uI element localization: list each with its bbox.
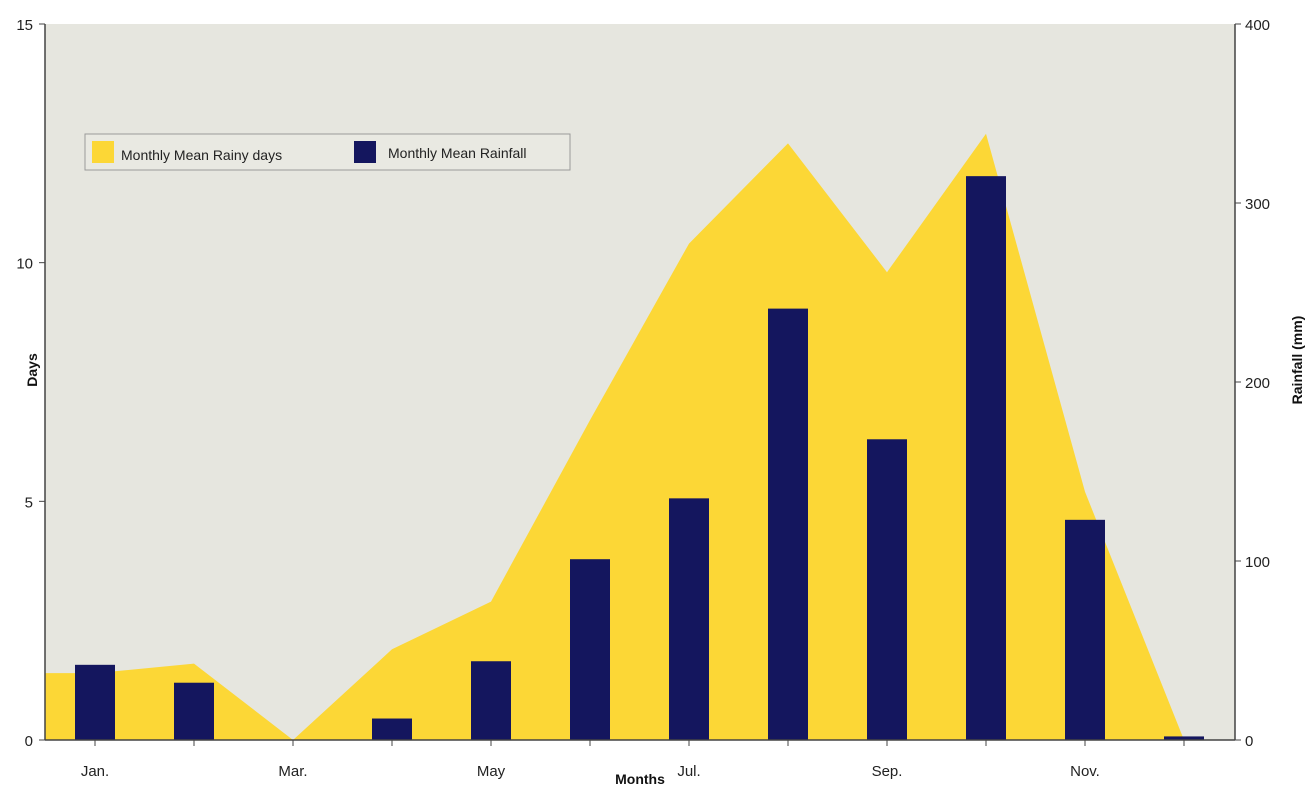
x-tick-label: May [477, 763, 506, 780]
rainfall-bar-10 [966, 176, 1006, 740]
x-tick-label: Nov. [1070, 763, 1100, 780]
y2-tick-label: 400 [1245, 17, 1270, 34]
y2-tick-label: 100 [1245, 554, 1270, 571]
rainfall-bar-4 [372, 718, 412, 740]
y-tick-label: 5 [25, 494, 33, 511]
rainfall-bar-8 [768, 308, 808, 740]
rainfall-bar-1 [75, 664, 115, 740]
legend-label-rainfall: Monthly Mean Rainfall [388, 145, 527, 161]
y2-tick-label: 0 [1245, 733, 1253, 750]
y-tick-labels: 0 5 10 15 [16, 17, 33, 750]
x-tick-label: Sep. [872, 763, 903, 780]
y-tick-label: 10 [16, 256, 33, 273]
legend-swatch-rainy-days [92, 141, 114, 163]
x-axis-title: Months [615, 771, 665, 786]
rainfall-bar-9 [867, 439, 907, 740]
rainfall-bar-2 [174, 682, 214, 740]
legend-swatch-rainfall [354, 141, 376, 163]
rainfall-bar-11 [1065, 519, 1105, 740]
rainfall-bar-5 [471, 661, 511, 740]
rainfall-bar-12 [1164, 736, 1204, 740]
rainfall-bar-7 [669, 498, 709, 740]
y2-tick-labels: 0 100 200 300 400 [1245, 17, 1270, 750]
legend-label-rainy-days: Monthly Mean Rainy days [121, 147, 282, 163]
x-tick-labels: Jan. Mar. May Jul. Sep. Nov. [81, 763, 1100, 780]
x-tick-label: Mar. [278, 763, 307, 780]
tick-marks [39, 23, 1241, 746]
y-axis-title: Days [24, 353, 40, 387]
y-tick-label: 15 [16, 17, 33, 34]
x-tick-label: Jan. [81, 763, 109, 780]
rainfall-bars [75, 176, 1204, 740]
y-tick-label: 0 [25, 733, 33, 750]
y2-tick-label: 200 [1245, 375, 1270, 392]
legend-box [84, 133, 571, 171]
y2-axis-title: Rainfall (mm) [1289, 316, 1305, 405]
y2-tick-label: 300 [1245, 196, 1270, 213]
legend: Monthly Mean Rainy days Monthly Mean Rai… [84, 133, 571, 171]
rainfall-bar-6 [570, 559, 610, 740]
x-tick-label: Jul. [677, 763, 700, 780]
